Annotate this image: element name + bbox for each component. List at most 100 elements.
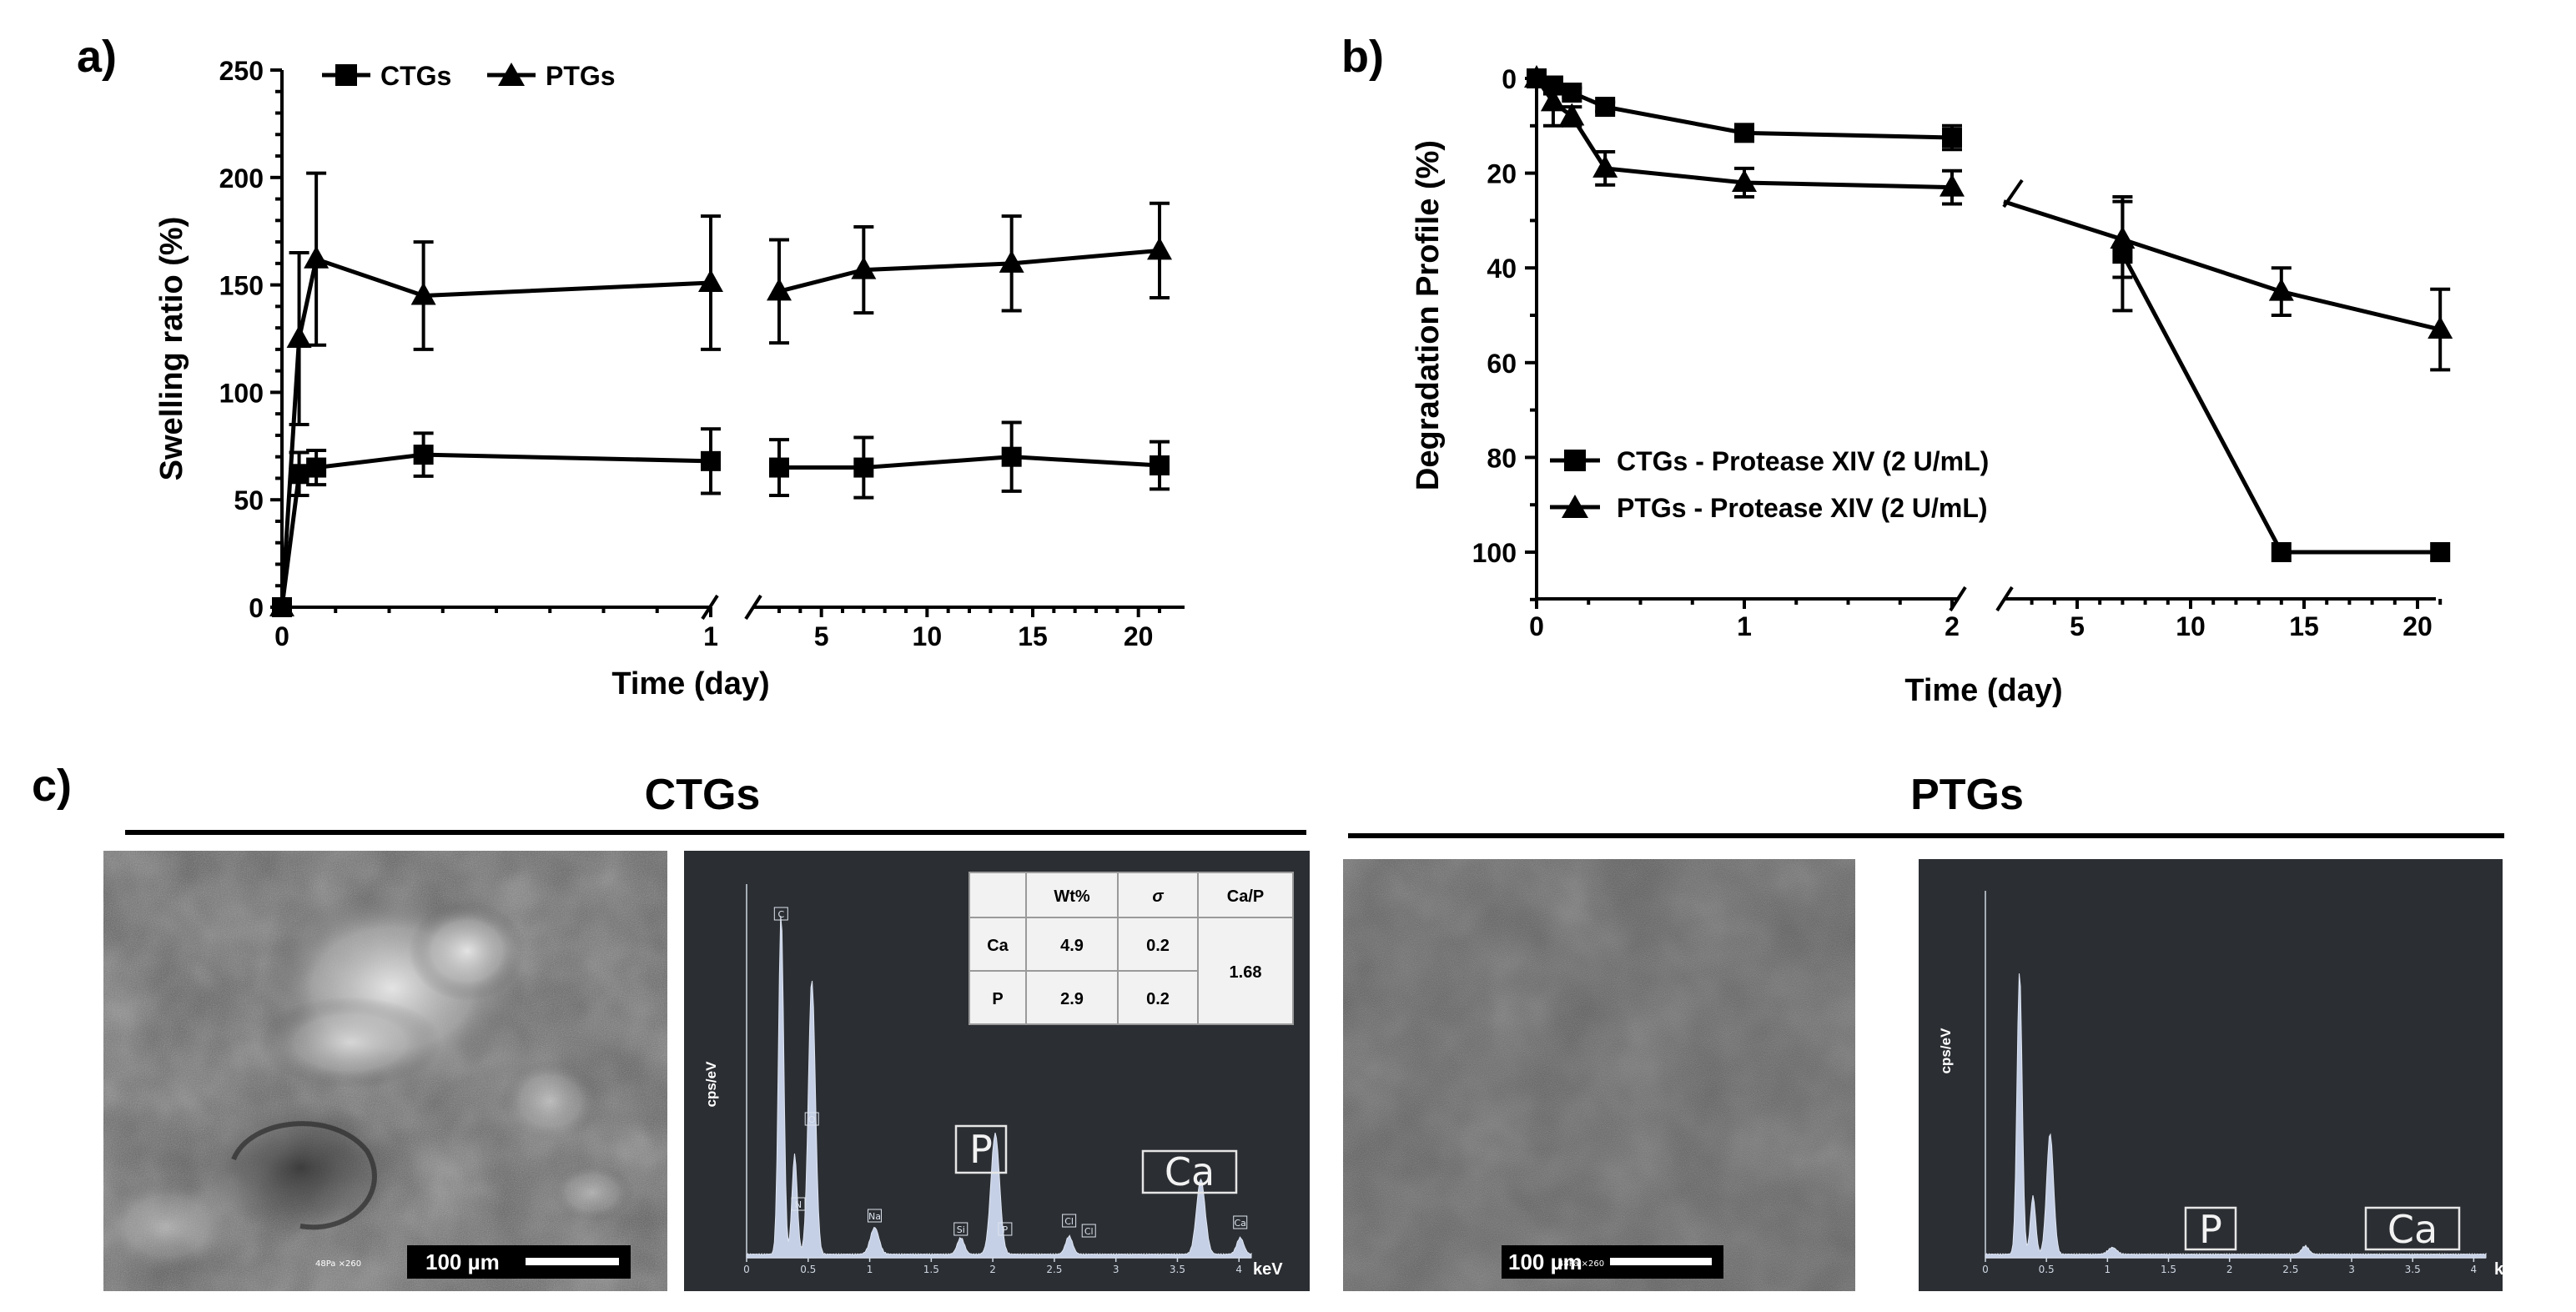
legend-b-square-marker [1564, 450, 1586, 471]
chart-a-ctgs-point [701, 450, 721, 471]
chart-b-xtick-label: 1 [1737, 611, 1752, 641]
sem-scalebar-label-ptgs: 100 µm [1508, 1249, 1582, 1274]
chart-a-xtick-label: 20 [1124, 621, 1154, 651]
chart-a-ctgs-point [289, 464, 309, 485]
chart-b-xtick-label: 20 [2402, 611, 2433, 641]
eds-peak-box [1081, 1224, 1096, 1238]
chart-b-ptgs-point [2428, 316, 2453, 339]
chart-a-ctgs-point [1150, 455, 1170, 475]
legend-a-square-marker [335, 64, 357, 86]
eds-xtick-label: 3.5 [2405, 1264, 2421, 1275]
eds-xtick-label: 2.5 [1046, 1264, 1062, 1275]
eds-xtick-label: 3.5 [1170, 1264, 1185, 1275]
sem-meta-ctgs: 48Pa ×260 [315, 1259, 361, 1269]
chart-b-ytick-label: 60 [1487, 349, 1517, 379]
eds-peak-box [867, 1209, 882, 1223]
chart-a-xtick-label: 1 [703, 621, 718, 651]
eds-peak-box [1233, 1215, 1248, 1229]
chart-a-ctgs-point [413, 445, 434, 465]
chart-b-xlabel: Time (day) [1904, 673, 2062, 708]
table-row-ca-wt: 4.9 [1060, 937, 1084, 955]
chart-a-ytick-label: 150 [219, 271, 264, 301]
eds-xtick-label: 0.5 [800, 1264, 816, 1275]
ptgs-header: PTGs [1910, 771, 2024, 819]
eds-peak-label: Na [868, 1211, 881, 1222]
sem-image-ptgs: 100 µm 48Pa ×260 [1343, 859, 1855, 1291]
eds-xtick-label: 3 [2348, 1264, 2355, 1275]
chart-b-ytick-label: 20 [1487, 159, 1517, 189]
eds-label-p-ptgs: P [2199, 1207, 2222, 1252]
eds-xtick-label: 1 [2105, 1264, 2111, 1275]
chart-b-ctgs-point [2430, 542, 2451, 562]
chart-b-xtick-label: 15 [2289, 611, 2319, 641]
eds-table: Wt% σ Ca/P Ca 4.9 0.2 P 2.9 0.2 1.68 [969, 872, 1294, 1025]
eds-label-ca-ctgs: Ca [1165, 1149, 1215, 1194]
chart-b-ctgs-point [1942, 128, 1962, 148]
chart-a-ytick-label: 50 [234, 485, 264, 515]
eds-xtick-label: 2.5 [2282, 1264, 2298, 1275]
eds-peak-label: Cl [1084, 1226, 1094, 1237]
chart-b-ctgs-point [1595, 97, 1616, 118]
legend-a-ctgs: CTGs [380, 61, 451, 91]
legend-b-ctgs: CTGs - Protease XIV (2 U/mL) [1617, 446, 1989, 476]
table-row-p-element: P [992, 990, 1003, 1008]
chart-b-ytick-label: 100 [1472, 538, 1517, 568]
sem-image-ctgs: 100 µm 48Pa ×260 [100, 851, 667, 1291]
chart-a-ptgs-point [767, 278, 792, 301]
eds-label-ca-ptgs: Ca [2387, 1207, 2438, 1252]
chart-a-ptgs-point [1147, 237, 1172, 260]
chart-a-ytick-label: 0 [249, 593, 264, 623]
chart-a-axes [270, 68, 1185, 621]
chart-b-ctgs-point [1562, 83, 1582, 103]
chart-a-legend: CTGs PTGs [322, 61, 616, 91]
chart-a-xtick-label: 0 [274, 621, 289, 651]
legend-a-ptgs: PTGs [546, 61, 616, 91]
chart-b-ytick-label: 40 [1487, 254, 1517, 284]
chart-b-ptgs-point [2268, 278, 2294, 301]
chart-a-ylabel: Swelling ratio (%) [154, 217, 189, 481]
eds-xunit-ptgs: keV [2494, 1260, 2524, 1279]
table-header-ratio: Ca/P [1227, 887, 1264, 906]
chart-a-ctgs-point [1001, 446, 1022, 467]
sem-scalebar-label-ctgs: 100 µm [425, 1249, 500, 1274]
chart-a-ctgs-point [306, 457, 327, 478]
chart-b-ptgs-point [1559, 103, 1585, 126]
table-header-wt: Wt% [1054, 887, 1090, 906]
chart-a-ctgs-point [853, 457, 874, 478]
eds-box-p-ptgs [2184, 1206, 2237, 1251]
eds-peak-label: Ca [1235, 1218, 1246, 1229]
chart-a-ctgs-line [779, 455, 1160, 470]
table-row-p-wt: 2.9 [1060, 990, 1084, 1008]
chart-b-ctgs-point [1734, 123, 1754, 143]
chart-b-series [1524, 65, 2453, 562]
chart-b-ptgs-point [1540, 88, 1566, 112]
eds-spectrum-ptgs: cps/eV keV P Ca 0 0.5 1 1.5 2 2.5 3 3.5 4 [1919, 859, 2524, 1291]
chart-a-break-2 [744, 594, 762, 621]
eds-xtick-label: 1.5 [2161, 1264, 2176, 1275]
chart-a-ptgs-line [778, 248, 1160, 294]
sem-meta-ptgs: 48Pa ×260 [1558, 1259, 1604, 1269]
chart-a-ptgs-point [851, 256, 877, 279]
chart-b-xtick-label: 5 [2070, 611, 2085, 641]
eds-box-p-ctgs [954, 1124, 1008, 1174]
chart-a-ptgs-point [304, 245, 330, 269]
eds-spectrum-fill-ptgs [1985, 973, 2487, 1259]
chart-a-xtick-label: 10 [913, 621, 943, 651]
chart-a-ytick-label: 100 [219, 378, 264, 408]
chart-b-break-2 [1995, 586, 2014, 612]
sem-scalebar-ctgs [526, 1258, 619, 1265]
chart-a-ptgs-point [698, 269, 723, 293]
chart-b-ptgs-point [1940, 173, 1965, 197]
eds-peak-box [773, 907, 788, 921]
eds-xtick-label: 4 [1235, 1264, 1242, 1275]
chart-b-ytick-label: 0 [1502, 64, 1517, 94]
eds-peak-label: Cl [1064, 1216, 1074, 1227]
eds-peak-label: Si [957, 1224, 965, 1235]
eds-peak-label: O [808, 1114, 816, 1125]
eds-peak-label: P [1003, 1224, 1009, 1235]
swelling-chart: Swelling ratio (%) Time (day) 0501001502… [154, 56, 1185, 701]
eds-xtick-label: 2 [2226, 1264, 2233, 1275]
chart-b-ptgs-point [1732, 168, 1757, 192]
